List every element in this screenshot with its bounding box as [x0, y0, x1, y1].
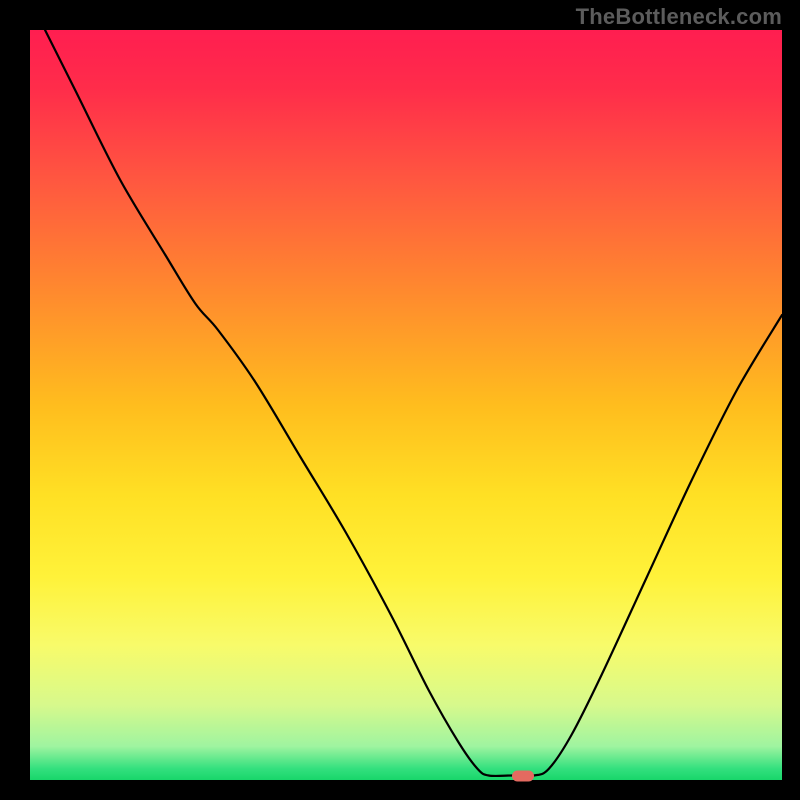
chart-frame: TheBottleneck.com	[0, 0, 800, 800]
watermark-label: TheBottleneck.com	[576, 4, 782, 30]
optimal-point-marker	[512, 770, 534, 781]
plot-area	[30, 30, 782, 780]
bottleneck-curve	[30, 30, 782, 780]
